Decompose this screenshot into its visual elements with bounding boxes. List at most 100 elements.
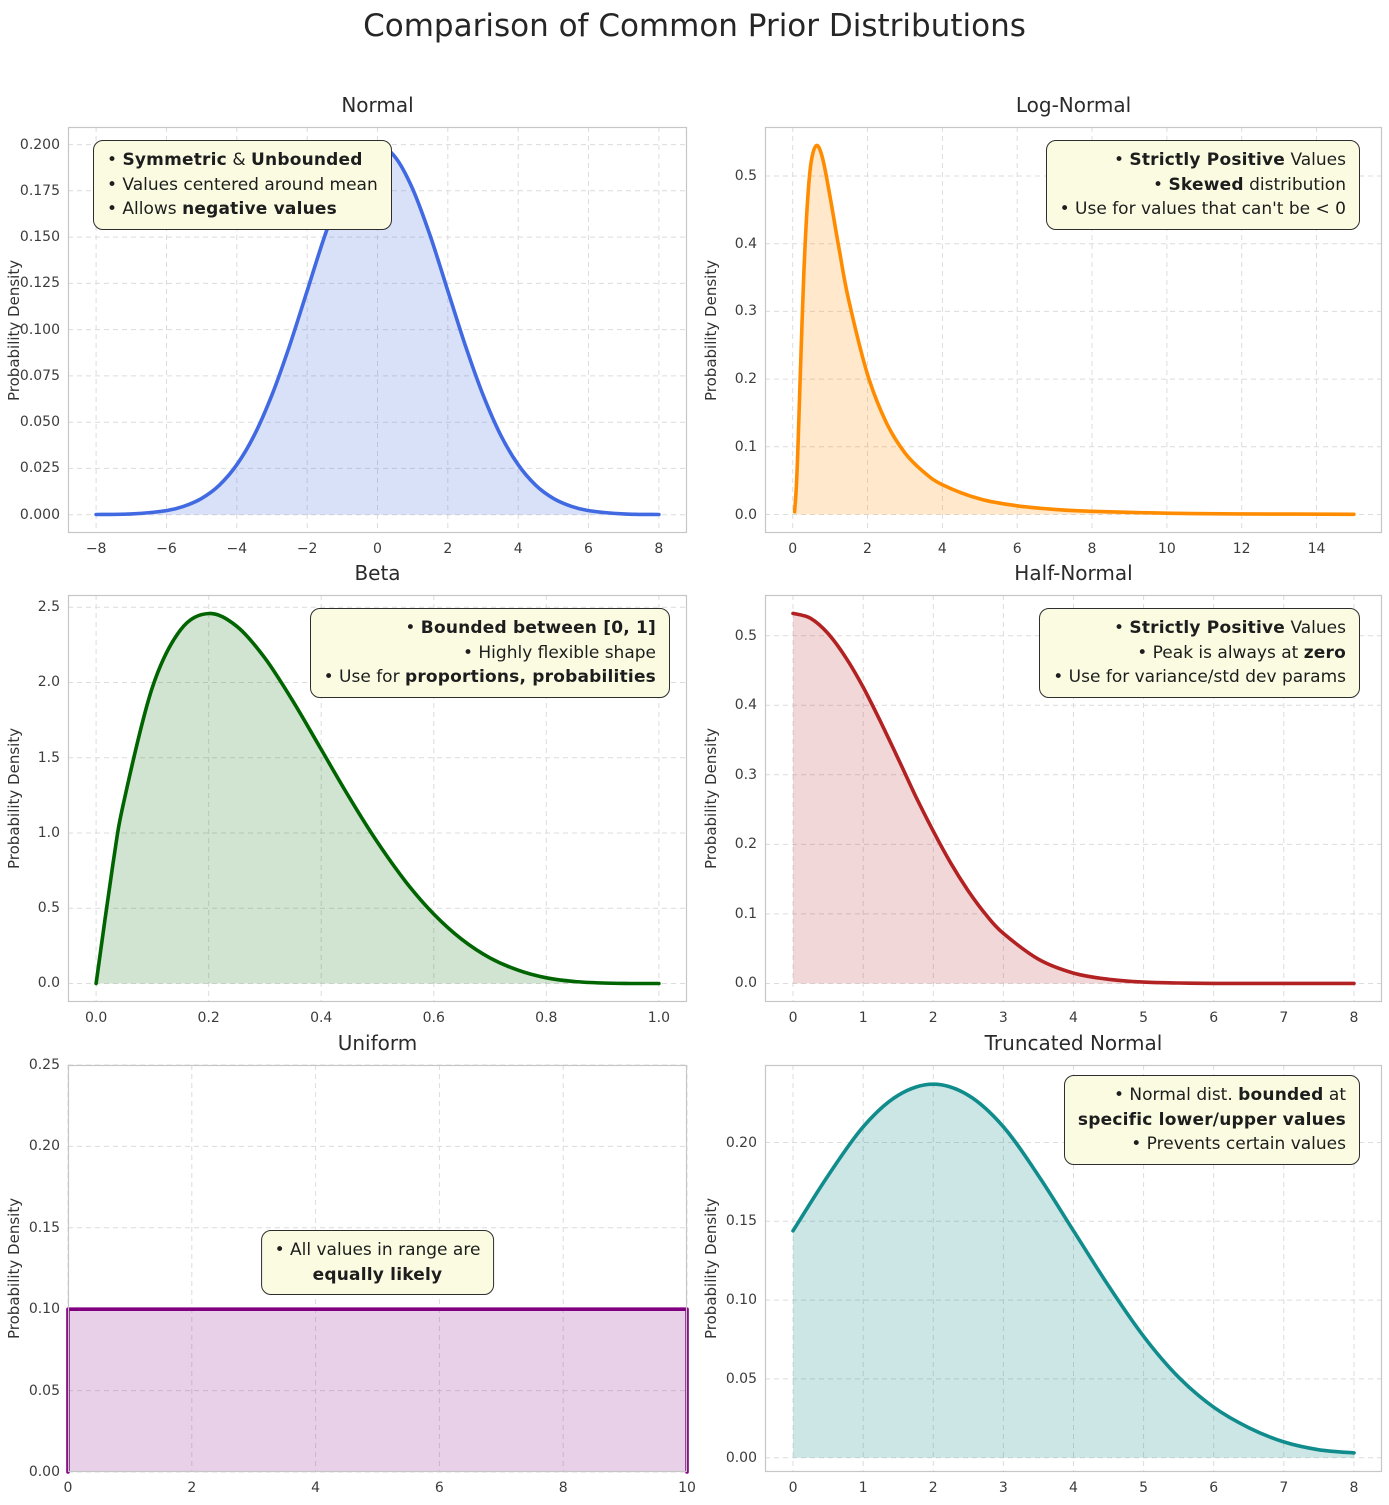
annotation-text: •	[405, 618, 421, 638]
y-tick-label: 0.15	[725, 1213, 757, 1230]
y-tick-label: 0.4	[734, 235, 757, 252]
x-tick-label: 2	[928, 1480, 938, 1496]
x-tick-label: 0.8	[535, 1010, 558, 1026]
annotation-line: • Symmetric & Unbounded	[107, 148, 378, 173]
axes-frame	[67, 1064, 688, 1473]
subplot-title: Half-Normal	[1014, 561, 1133, 585]
annotation-line: • Strictly Positive Values	[1060, 148, 1346, 173]
axes-frame	[764, 126, 1383, 534]
density-fill	[793, 1084, 1354, 1458]
y-tick-label: 2.5	[37, 599, 60, 616]
annotation-box: • Bounded between [0, 1] • Highly flexibl…	[309, 608, 670, 698]
subplot-beta: Beta Probability Density 0.0 0.5 1.0 1.5 2.0 2.…	[5, 561, 688, 1026]
x-tick-label: 5	[1139, 1010, 1149, 1026]
subplot-truncnormal: Truncated Normal Probability Density 0.00 0…	[702, 1031, 1383, 1496]
x-tick-label: 3	[998, 1480, 1008, 1496]
x-tick-label: 1	[858, 1010, 868, 1026]
x-tick-label: 0	[373, 541, 382, 557]
annotation-text: • Peak is always at	[1137, 642, 1304, 663]
x-tick-label: 4	[1069, 1010, 1078, 1026]
x-tick-label: 10	[678, 1480, 696, 1496]
plot-area	[66, 1064, 689, 1474]
x-tick-label: 0	[788, 1010, 798, 1026]
x-tick-label: 6	[1209, 1010, 1219, 1026]
annotation-line: • All values in range are	[275, 1238, 481, 1263]
annotation-line: • Prevents certain values	[1078, 1132, 1346, 1157]
y-tick-label: 0.05	[725, 1370, 757, 1387]
x-tick-label: 4	[513, 541, 523, 557]
density-curve	[791, 611, 1356, 986]
y-tick-label: 0.20	[28, 1138, 60, 1155]
y-tick-label: 0.5	[734, 167, 757, 184]
annotation-text: • All values in range are	[274, 1240, 481, 1260]
y-axis-label: Probability Density	[702, 727, 720, 870]
y-axis-label: Probability Density	[702, 1197, 720, 1340]
annotation-text: •	[1153, 174, 1169, 195]
y-tick-label: 0.075	[19, 367, 60, 384]
y-tick-label: 0.10	[725, 1292, 757, 1309]
y-tick-label: 0.1	[734, 438, 757, 455]
annotation-text: Values	[1285, 150, 1346, 170]
y-axis-label: Probability Density	[5, 727, 23, 870]
y-tick-label: 0.5	[37, 900, 60, 917]
y-tick-label: 0.1	[734, 905, 757, 922]
axes-frame	[764, 1064, 1383, 1473]
x-tick-label: 12	[1232, 541, 1251, 557]
annotation-text: •	[107, 150, 123, 170]
y-tick-label: 0.125	[19, 275, 60, 292]
x-tick-label: 2	[863, 541, 872, 557]
y-tick-label: 0.100	[19, 321, 60, 338]
x-tick-label: −4	[226, 541, 248, 557]
annotation-text: Values	[1285, 618, 1346, 638]
annotation-text: • Use for values that can't be < 0	[1059, 199, 1346, 220]
x-tick-label: 8	[1349, 1480, 1359, 1496]
y-tick-label: 0.25	[28, 1057, 60, 1073]
annotation-bold-text: Skewed	[1168, 174, 1244, 195]
x-tick-label: 1	[858, 1480, 868, 1496]
x-tick-label: 0.2	[197, 1010, 220, 1026]
x-tick-label: 7	[1279, 1010, 1289, 1026]
x-tick-label: 8	[1087, 541, 1097, 557]
y-tick-label: 0.0	[37, 975, 60, 992]
figure-title: Comparison of Common Prior Distributions	[363, 8, 1026, 44]
annotation-bold-text: negative values	[182, 199, 337, 220]
x-tick-label: 2	[187, 1480, 197, 1496]
y-tick-label: 0.050	[19, 414, 60, 431]
annotation-line: • Use for proportions, probabilities	[324, 665, 656, 690]
annotation-line: • Strictly Positive Values	[1053, 616, 1346, 641]
y-tick-label: 0.10	[28, 1301, 60, 1318]
annotation-box: • Normal dist. bounded at specific lower/…	[1063, 1075, 1360, 1165]
x-tick-label: 6	[434, 1480, 444, 1496]
y-tick-label: 0.2	[734, 836, 757, 853]
density-fill	[68, 1309, 687, 1472]
x-tick-label: 4	[311, 1480, 321, 1496]
density-fill	[96, 613, 659, 984]
subplot-lognormal: Log-Normal Probability Density 0.0 0.1 0.2 0.…	[702, 93, 1383, 557]
x-tick-label: 6	[584, 541, 593, 557]
y-tick-label: 1.5	[37, 749, 60, 766]
y-tick-label: 0.3	[734, 766, 757, 783]
x-tick-label: −6	[156, 541, 177, 557]
annotation-line: specific lower/upper values	[1078, 1108, 1346, 1133]
x-tick-label: 6	[1012, 541, 1022, 557]
annotation-line: • Bounded between [0, 1]	[324, 616, 656, 641]
x-tick-label: 7	[1279, 1480, 1289, 1496]
x-tick-label: 4	[937, 541, 947, 557]
annotation-bold-text: specific lower/upper values	[1077, 1109, 1346, 1130]
annotation-text: • Values centered around mean	[107, 174, 378, 195]
annotation-bold-text: Bounded between [0, 1]	[420, 618, 656, 638]
x-tick-label: −8	[85, 541, 107, 557]
y-tick-label: 0.200	[19, 136, 60, 153]
x-tick-label: 0	[788, 541, 798, 557]
y-tick-label: 0.175	[19, 182, 60, 199]
x-tick-label: 14	[1307, 541, 1326, 557]
y-tick-label: 0.00	[28, 1464, 60, 1480]
annotation-bold-text: equally likely	[312, 1264, 443, 1285]
annotation-line: • Allows negative values	[107, 197, 378, 222]
annotation-text: • Prevents certain values	[1131, 1134, 1346, 1155]
axes-frame	[67, 594, 688, 1003]
axes-frame	[764, 594, 1383, 1003]
x-tick-label: 10	[1157, 541, 1176, 557]
y-tick-label: 0.150	[19, 229, 60, 246]
annotation-bold-text: zero	[1303, 642, 1346, 663]
